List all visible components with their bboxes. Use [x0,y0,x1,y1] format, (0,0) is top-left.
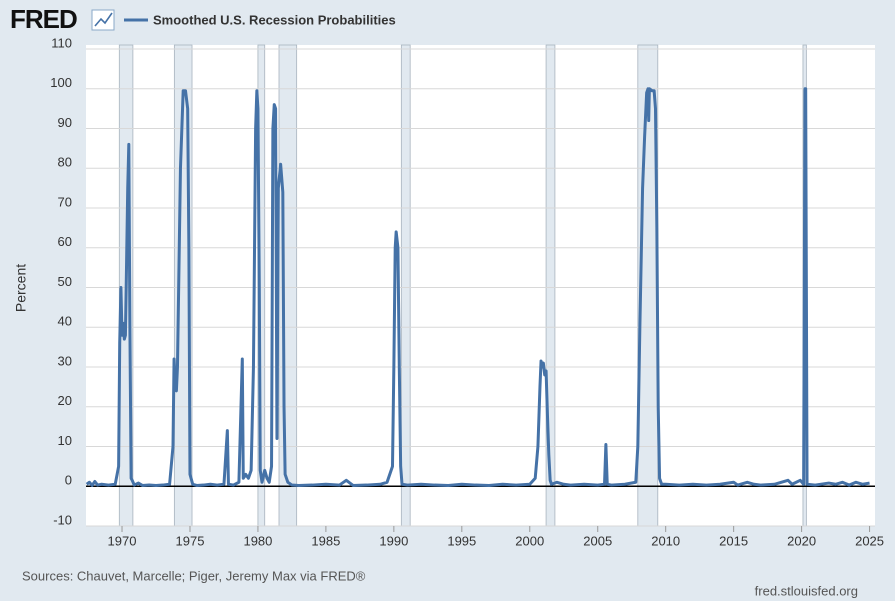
recession-band [400,44,411,527]
y-tick-label: 20 [58,393,72,408]
x-tick-label: 2020 [787,533,816,548]
logo-icon [91,9,115,31]
x-tick-label: 2005 [583,533,612,548]
x-tick-label: 1980 [243,533,272,548]
legend-label: Smoothed U.S. Recession Probabilities [153,12,396,27]
y-tick-label: 40 [58,314,72,329]
y-tick-label: 100 [50,75,72,90]
y-tick-label: 60 [58,234,72,249]
y-tick-label: 70 [58,194,72,209]
y-tick-label: -10 [53,512,72,527]
x-tick-label: 1985 [311,533,340,548]
y-axis-title: Percent [13,264,29,312]
x-tick-label: 1975 [176,533,205,548]
y-tick-label: 10 [58,433,72,448]
plot-area [86,45,875,526]
x-tick-label: 2000 [515,533,544,548]
y-tick-label: 50 [58,274,72,289]
x-tick-label: 1970 [108,533,137,548]
y-tick-label: 90 [58,115,72,130]
source-note: Sources: Chauvet, Marcelle; Piger, Jerem… [22,568,366,583]
y-tick-label: 0 [65,473,72,488]
x-tick-label: 1990 [379,533,408,548]
fred-logo: FRED [10,4,77,34]
y-tick-label: 80 [58,155,72,170]
x-tick-label: 2010 [651,533,680,548]
source-url: fred.stlouisfed.org [755,583,858,598]
y-tick-label: 110 [51,35,72,50]
recession-band [278,44,298,527]
x-tick-label: 1995 [447,533,476,548]
series-line [85,87,870,487]
x-tick-label: 2015 [719,533,748,548]
x-tick-label: 2025 [855,533,884,548]
y-tick-label: 30 [58,353,72,368]
